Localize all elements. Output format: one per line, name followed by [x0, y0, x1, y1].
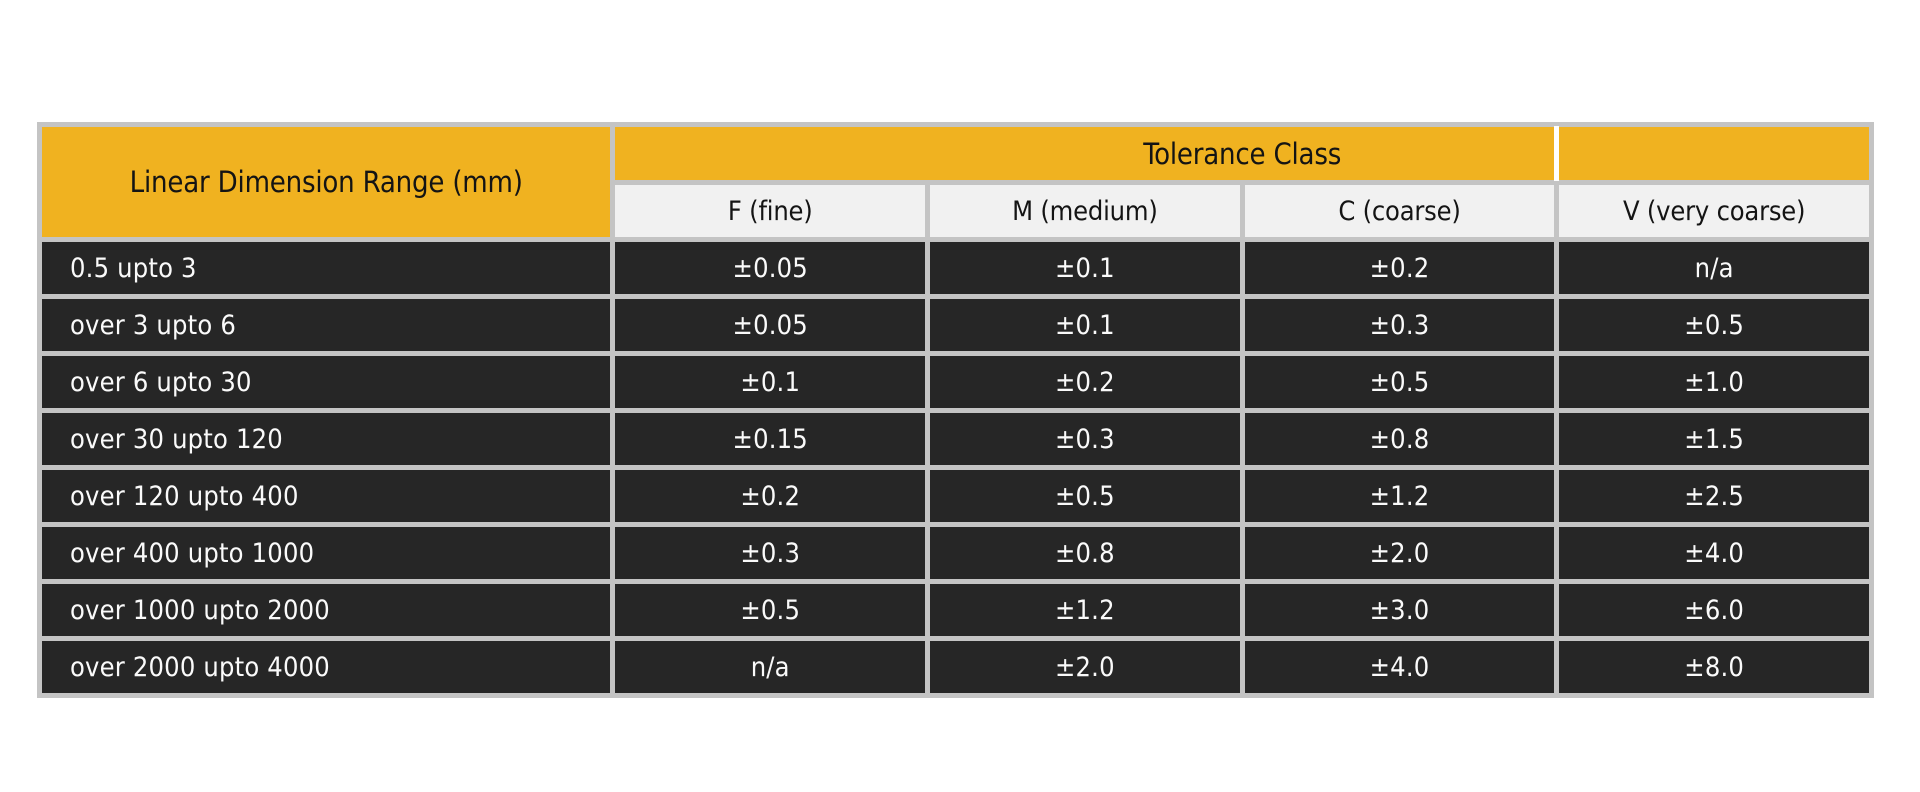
- class-header-very-coarse: V (very coarse): [1554, 180, 1874, 242]
- value-cell-very-coarse: n/a: [1554, 237, 1874, 299]
- header-class-row: F (fine) M (medium) C (coarse) V (very c…: [40, 180, 1874, 242]
- value-cell-very-coarse: ±6.0: [1554, 579, 1874, 641]
- range-cell: 0.5 upto 3: [36, 237, 616, 299]
- value-cell-coarse: ±2.0: [1239, 522, 1560, 584]
- group-header-divider: [1553, 126, 1559, 181]
- value-cell-very-coarse: ±2.5: [1554, 465, 1874, 527]
- table-body: 0.5 upto 3 ±0.05 ±0.1 ±0.2 n/a over 3 up…: [36, 237, 1874, 698]
- value-cell-medium: ±2.0: [925, 636, 1245, 698]
- tolerance-table: Linear Dimension Range (mm) Tolerance Cl…: [36, 122, 1874, 698]
- value-cell-fine: ±0.05: [610, 294, 931, 356]
- value-cell-medium: ±0.2: [925, 351, 1245, 413]
- table-row: 0.5 upto 3 ±0.05 ±0.1 ±0.2 n/a: [36, 237, 1874, 299]
- value-cell-coarse: ±1.2: [1239, 465, 1560, 527]
- range-cell: over 6 upto 30: [36, 351, 616, 413]
- class-header-medium: M (medium): [925, 180, 1245, 242]
- table-row: over 3 upto 6 ±0.05 ±0.1 ±0.3 ±0.5: [36, 294, 1874, 356]
- range-cell: over 2000 upto 4000: [36, 636, 616, 698]
- value-cell-fine: ±0.05: [610, 237, 931, 299]
- value-cell-very-coarse: ±1.0: [1554, 351, 1874, 413]
- value-cell-coarse: ±0.2: [1239, 237, 1560, 299]
- value-cell-very-coarse: ±1.5: [1554, 408, 1874, 470]
- value-cell-medium: ±0.3: [925, 408, 1245, 470]
- value-cell-coarse: ±4.0: [1239, 636, 1560, 698]
- value-cell-fine: ±0.15: [610, 408, 931, 470]
- value-cell-coarse: ±3.0: [1239, 579, 1560, 641]
- header-group-row: Linear Dimension Range (mm) Tolerance Cl…: [36, 122, 1874, 242]
- value-cell-medium: ±1.2: [925, 579, 1245, 641]
- value-cell-coarse: ±0.8: [1239, 408, 1560, 470]
- table-row: over 2000 upto 4000 n/a ±2.0 ±4.0 ±8.0: [36, 636, 1874, 698]
- table-row: over 6 upto 30 ±0.1 ±0.2 ±0.5 ±1.0: [36, 351, 1874, 413]
- value-cell-medium: ±0.1: [925, 237, 1245, 299]
- value-cell-coarse: ±0.3: [1239, 294, 1560, 356]
- range-cell: over 30 upto 120: [36, 408, 616, 470]
- class-header-fine: F (fine): [610, 180, 931, 242]
- value-cell-very-coarse: ±0.5: [1554, 294, 1874, 356]
- value-cell-fine: ±0.3: [610, 522, 931, 584]
- value-cell-fine: ±0.5: [610, 579, 931, 641]
- value-cell-coarse: ±0.5: [1239, 351, 1560, 413]
- table-row: over 30 upto 120 ±0.15 ±0.3 ±0.8 ±1.5: [36, 408, 1874, 470]
- value-cell-medium: ±0.1: [925, 294, 1245, 356]
- value-cell-fine: ±0.1: [610, 351, 931, 413]
- range-cell: over 3 upto 6: [36, 294, 616, 356]
- value-cell-very-coarse: ±4.0: [1554, 522, 1874, 584]
- value-cell-very-coarse: ±8.0: [1554, 636, 1874, 698]
- range-column-header: Linear Dimension Range (mm): [36, 122, 616, 242]
- range-cell: over 400 upto 1000: [36, 522, 616, 584]
- value-cell-medium: ±0.5: [925, 465, 1245, 527]
- value-cell-medium: ±0.8: [925, 522, 1245, 584]
- tolerance-class-label: Tolerance Class: [1143, 136, 1342, 171]
- range-cell: over 1000 upto 2000: [36, 579, 616, 641]
- range-cell: over 120 upto 400: [36, 465, 616, 527]
- class-header-coarse: C (coarse): [1239, 180, 1560, 242]
- value-cell-fine: n/a: [610, 636, 931, 698]
- table-row: over 120 upto 400 ±0.2 ±0.5 ±1.2 ±2.5: [36, 465, 1874, 527]
- table-row: over 400 upto 1000 ±0.3 ±0.8 ±2.0 ±4.0: [36, 522, 1874, 584]
- tolerance-class-group-header: Tolerance Class: [610, 122, 1874, 185]
- value-cell-fine: ±0.2: [610, 465, 931, 527]
- table-row: over 1000 upto 2000 ±0.5 ±1.2 ±3.0 ±6.0: [36, 579, 1874, 641]
